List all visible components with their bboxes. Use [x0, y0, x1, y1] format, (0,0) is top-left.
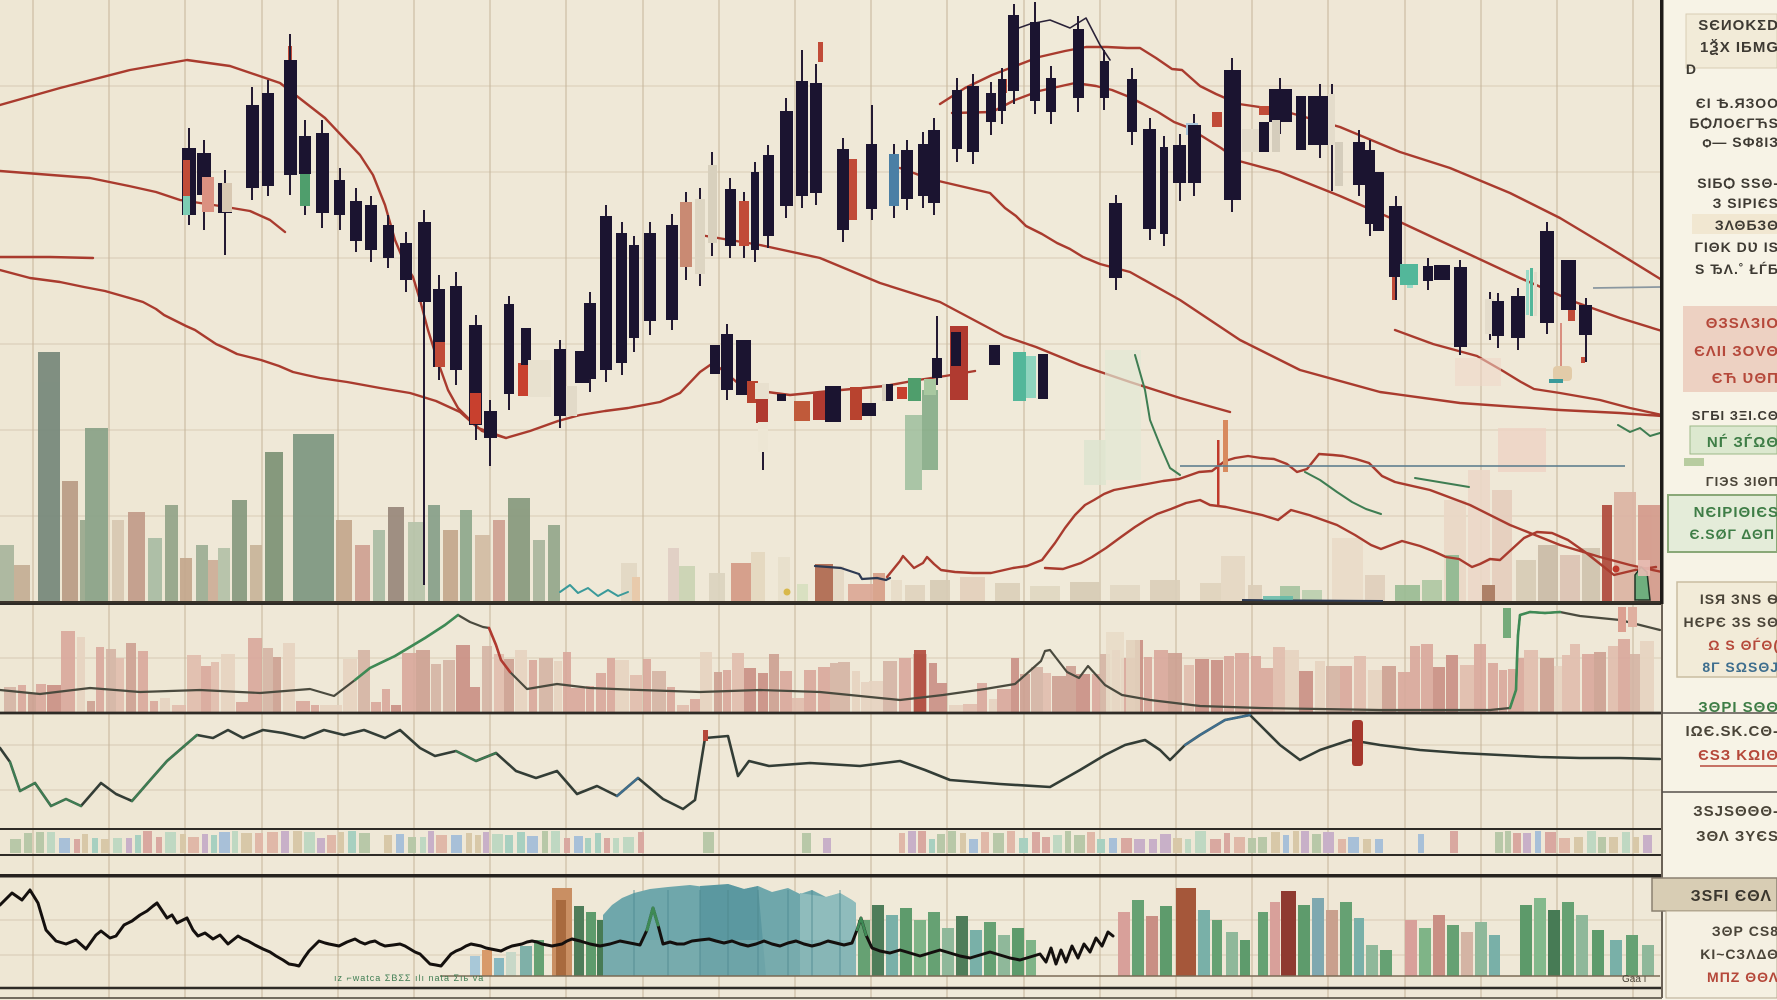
svg-text:Gaa ı: Gaa ı: [1622, 974, 1646, 985]
svg-text:1ѮX ІБМG: 1ѮX ІБМG: [1700, 39, 1777, 56]
svg-text:SΙБѺ ЅЅΘ-: SΙБѺ ЅЅΘ-: [1697, 175, 1777, 191]
svg-text:ЄЋ ƲΘΠ: ЄЋ ƲΘΠ: [1712, 370, 1777, 387]
svg-text:ЄSЗ ΚΩΙΘ: ЄSЗ ΚΩΙΘ: [1698, 747, 1777, 764]
svg-text:ЗΘΡΙ ЅΘΘ: ЗΘΡΙ ЅΘΘ: [1698, 699, 1777, 716]
svg-text:ІЅЯ ЗΝЅ Ѳ: ІЅЯ ЗΝЅ Ѳ: [1700, 591, 1777, 607]
svg-text:ЗΘΡ СЅ8: ЗΘΡ СЅ8: [1712, 923, 1777, 939]
svg-text:ΘЗЅΛЗΙΟ: ΘЗЅΛЗΙΟ: [1706, 315, 1777, 332]
svg-text:SΓБΙ ЗΞΙ.CΘ: SΓБΙ ЗΞΙ.CΘ: [1692, 408, 1777, 423]
svg-text:З ЅΙΡΙЄS: З ЅΙΡΙЄS: [1713, 195, 1777, 211]
svg-text:D: D: [1686, 61, 1697, 77]
svg-text:8Γ ЅΩSΘЈ: 8Γ ЅΩSΘЈ: [1702, 659, 1777, 675]
svg-text:ΜΠΖ ΘΘΛ: ΜΠΖ ΘΘΛ: [1707, 969, 1777, 985]
svg-text:ΚΙ~СЗΛΔΘ: ΚΙ~СЗΛΔΘ: [1700, 946, 1777, 962]
svg-text:ЗЅЈЅΘΘΘ-: ЗЅЈЅΘΘΘ-: [1693, 803, 1777, 820]
svg-text:ЗΛΘБЗΘ: ЗΛΘБЗΘ: [1715, 217, 1777, 233]
svg-text:SЄИOΚΣD: SЄИOΚΣD: [1698, 17, 1777, 34]
svg-text:Ѕ ЂΛ.˚ ŁЃБ: Ѕ ЂΛ.˚ ŁЃБ: [1695, 261, 1777, 277]
svg-text:БѺЛОЄГЋS: БѺЛОЄГЋS: [1689, 115, 1777, 131]
svg-text:Є.SØΓ ΔΘΠ: Є.SØΓ ΔΘΠ: [1689, 526, 1775, 542]
svg-text:ΝЄΙΡΙΘΙЄS: ΝЄΙΡΙΘΙЄS: [1694, 504, 1777, 521]
svg-text:ΓΙЭЅ ЗΙΘΠ: ΓΙЭЅ ЗΙΘΠ: [1706, 474, 1777, 489]
svg-text:ΝЃ ЗЃΩΘ: ΝЃ ЗЃΩΘ: [1707, 434, 1777, 451]
svg-text:ЗЅϜΙ ЄΘΛ: ЗЅϜΙ ЄΘΛ: [1691, 888, 1772, 905]
svg-text:ЗΘΛ ЗΥЄS: ЗΘΛ ЗΥЄS: [1696, 828, 1777, 845]
svg-text:ΙΩЄ.SΚ.CΘ-: ΙΩЄ.SΚ.CΘ-: [1685, 723, 1777, 740]
svg-text:ız ⌐watca ΣВΣΣ ılı nata Σıь va: ız ⌐watca ΣВΣΣ ılı nata Σıь va: [334, 973, 484, 983]
svg-text:Ω Ѕ ΘЃΘ(: Ω Ѕ ΘЃΘ(: [1708, 637, 1777, 653]
svg-text:ЄΙ Ѣ.ЯЗОО: ЄΙ Ѣ.ЯЗОО: [1696, 95, 1777, 111]
svg-text:ѻ— SФ8ΙЗ: ѻ— SФ8ΙЗ: [1702, 134, 1777, 150]
svg-text:ΓΙΘΚ DƲ ΙS: ΓΙΘΚ DƲ ΙS: [1694, 239, 1777, 255]
svg-text:ЄΛΙΙ ЗΟVΘ: ЄΛΙΙ ЗΟVΘ: [1694, 343, 1777, 360]
svg-text:ΗЄΡЄ ЗЅ ЅΘ: ΗЄΡЄ ЗЅ ЅΘ: [1684, 614, 1777, 630]
